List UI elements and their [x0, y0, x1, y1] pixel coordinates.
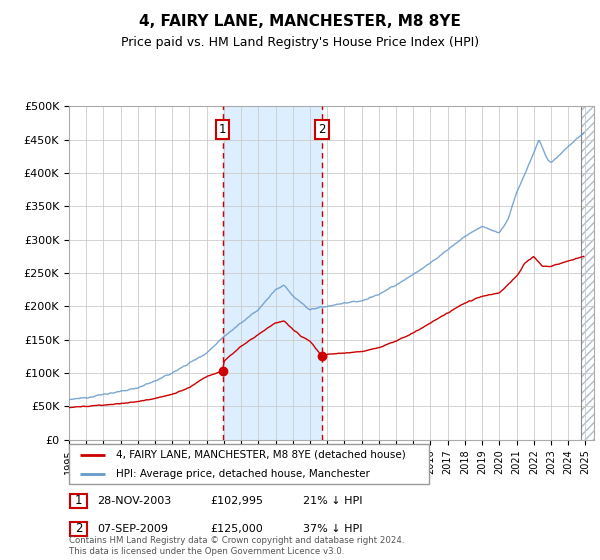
Text: Price paid vs. HM Land Registry's House Price Index (HPI): Price paid vs. HM Land Registry's House … — [121, 36, 479, 49]
Text: 21% ↓ HPI: 21% ↓ HPI — [303, 496, 362, 506]
Bar — [581, 106, 594, 440]
Text: 2: 2 — [318, 123, 326, 136]
Text: 1: 1 — [219, 123, 226, 136]
Text: 28-NOV-2003: 28-NOV-2003 — [97, 496, 172, 506]
Text: 1: 1 — [75, 494, 82, 507]
Bar — [223, 106, 322, 440]
Text: HPI: Average price, detached house, Manchester: HPI: Average price, detached house, Manc… — [116, 469, 370, 478]
Text: 07-SEP-2009: 07-SEP-2009 — [97, 524, 168, 534]
Text: Contains HM Land Registry data © Crown copyright and database right 2024.
This d: Contains HM Land Registry data © Crown c… — [69, 536, 404, 556]
Text: 4, FAIRY LANE, MANCHESTER, M8 8YE (detached house): 4, FAIRY LANE, MANCHESTER, M8 8YE (detac… — [116, 450, 406, 460]
Text: £102,995: £102,995 — [210, 496, 263, 506]
Text: 2: 2 — [75, 522, 82, 535]
Text: £125,000: £125,000 — [210, 524, 263, 534]
Text: 37% ↓ HPI: 37% ↓ HPI — [303, 524, 362, 534]
Text: 4, FAIRY LANE, MANCHESTER, M8 8YE: 4, FAIRY LANE, MANCHESTER, M8 8YE — [139, 14, 461, 29]
